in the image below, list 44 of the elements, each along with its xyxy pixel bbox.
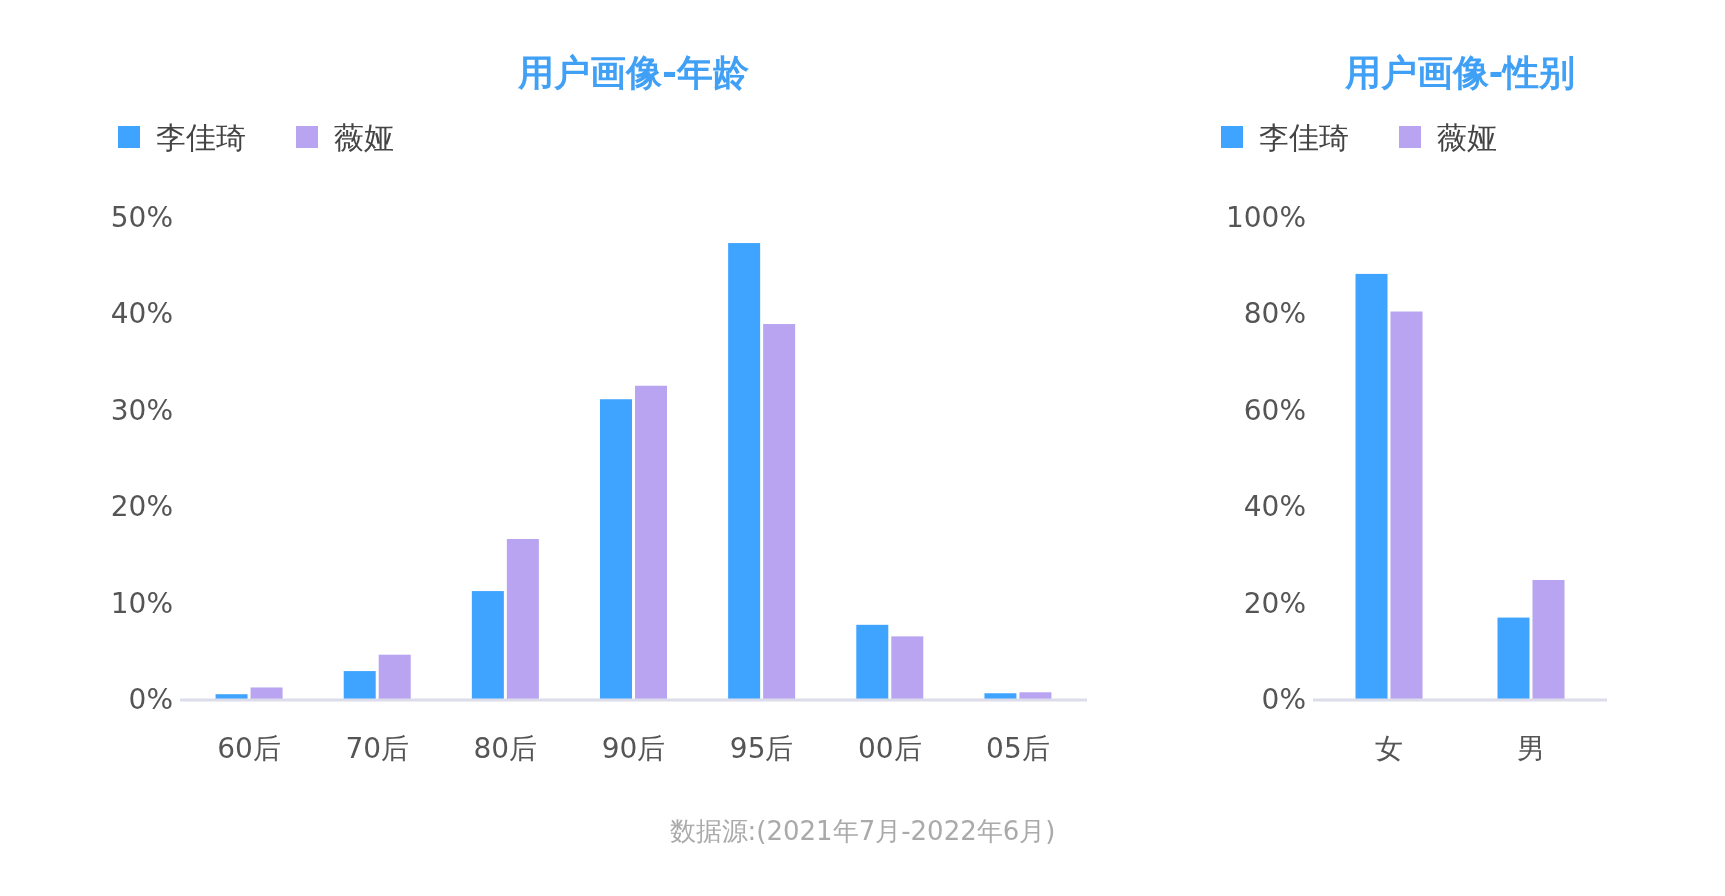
bar bbox=[1390, 311, 1423, 700]
text: 数据源:(2021年7月-2022年6月) bbox=[669, 816, 1056, 846]
x-tick-label: 90后 bbox=[601, 732, 666, 765]
bar bbox=[506, 539, 539, 700]
chart-title: 用户画像-性别 bbox=[1343, 52, 1576, 93]
legend-label: 薇娅 bbox=[334, 120, 394, 155]
bar bbox=[763, 324, 796, 700]
y-tick-label: 50% bbox=[110, 201, 173, 234]
y-tick-label: 20% bbox=[110, 490, 173, 524]
bar bbox=[856, 624, 889, 700]
y-tick-label: 30% bbox=[110, 393, 173, 427]
bar bbox=[600, 399, 632, 700]
bar bbox=[1019, 692, 1052, 700]
y-tick-label: 100% bbox=[1225, 201, 1306, 234]
x-tick-label: 95后 bbox=[729, 732, 794, 765]
x-tick-label: 女 bbox=[1375, 732, 1403, 765]
bar bbox=[728, 243, 761, 700]
bar bbox=[891, 636, 924, 700]
x-tick-label: 80后 bbox=[473, 732, 538, 765]
bar bbox=[250, 687, 283, 700]
legend-label: 薇娅 bbox=[1437, 120, 1497, 155]
legend-label: 李佳琦 bbox=[156, 120, 246, 155]
bar bbox=[635, 385, 667, 700]
x-tick-label: 男 bbox=[1517, 732, 1545, 765]
bar bbox=[1532, 579, 1565, 700]
y-tick-label: 40% bbox=[1243, 490, 1306, 524]
bar bbox=[1355, 273, 1388, 700]
y-tick-label: 20% bbox=[1243, 586, 1306, 620]
bar bbox=[1497, 617, 1530, 700]
x-tick-label: 60后 bbox=[217, 732, 281, 765]
legend-label: 李佳琦 bbox=[1259, 120, 1349, 155]
y-tick-label: 80% bbox=[1243, 297, 1306, 331]
x-tick-label: 05后 bbox=[986, 732, 1050, 765]
bar bbox=[471, 591, 504, 700]
y-tick-label: 10% bbox=[110, 586, 173, 620]
x-tick-label: 00后 bbox=[857, 732, 922, 765]
y-tick-label: 0% bbox=[128, 683, 173, 716]
bar bbox=[378, 654, 411, 700]
y-tick-label: 0% bbox=[1261, 683, 1306, 716]
y-tick-label: 40% bbox=[110, 297, 173, 331]
chart-title: 用户画像-年龄 bbox=[517, 52, 749, 93]
bar bbox=[343, 671, 376, 700]
y-tick-label: 60% bbox=[1243, 393, 1306, 427]
x-tick-label: 70后 bbox=[345, 732, 410, 765]
